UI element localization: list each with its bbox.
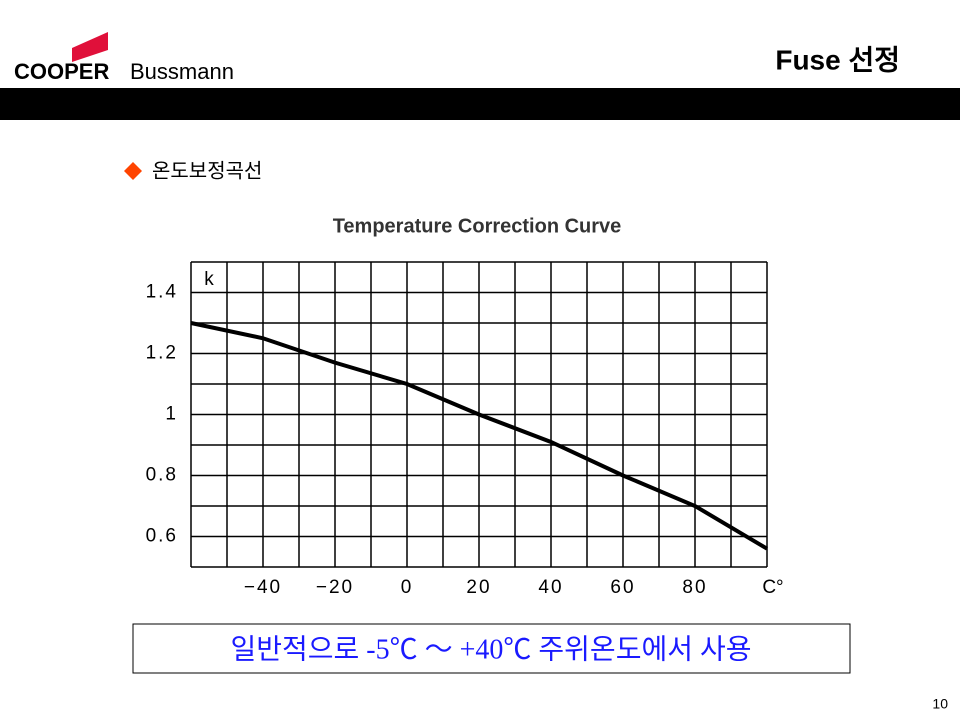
x-tick-label: 20 [466, 577, 491, 598]
bullet [124, 162, 142, 180]
y-tick-label: 1.4 [146, 282, 178, 303]
chart-title: Temperature Correction Curve [333, 215, 622, 237]
x-axis-label: C° [762, 577, 783, 598]
logo-mark [72, 32, 108, 62]
note-box [132, 623, 851, 674]
x-tick-label: 0 [401, 577, 414, 598]
y-tick-label: 1.2 [146, 343, 178, 364]
section-title: 온도보정곡선 [152, 159, 262, 182]
plot: 0.6 0.8 1 1.2 1.4 −40 −20 0 20 40 60 80 C° k [146, 261, 784, 598]
y-tick-label: 0.6 [146, 526, 178, 547]
x-tick-label: 60 [610, 577, 635, 598]
y-tick-label: 1 [165, 404, 178, 425]
page-number: 10 [932, 696, 948, 712]
y-axis-label: k [204, 269, 214, 290]
brand-bold: COOPER [14, 59, 109, 84]
x-tick-label: −40 [244, 577, 282, 598]
header-bar [0, 88, 960, 120]
x-tick-label: −20 [316, 577, 354, 598]
brand: Bussmann [130, 59, 234, 84]
x-tick-label: 40 [538, 577, 563, 598]
curve [190, 321, 769, 551]
y-tick-label: 0.8 [146, 465, 178, 486]
slide-title: Fuse 선정 [775, 44, 900, 75]
note: 일반적으로 -5℃ ～ +40℃ 주위온도에서 사용 [231, 633, 752, 665]
x-tick-label: 80 [682, 577, 707, 598]
